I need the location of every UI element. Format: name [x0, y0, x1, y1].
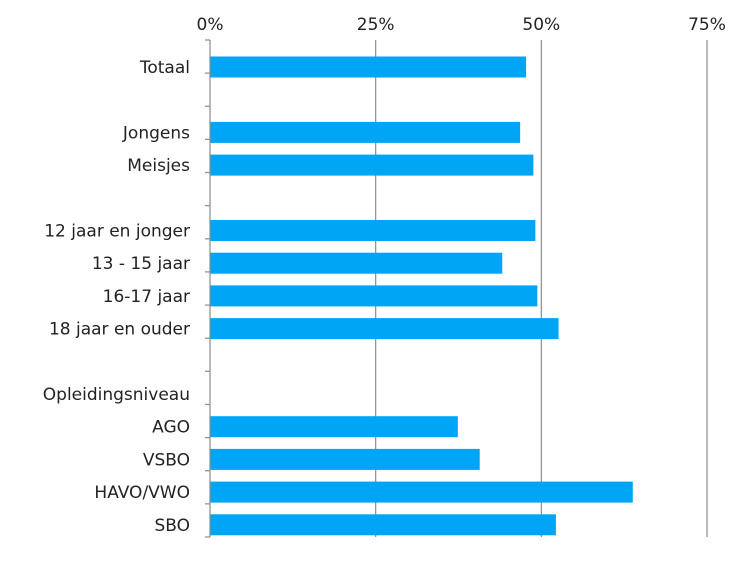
category-label: 18 jaar en ouder — [49, 320, 190, 340]
bars — [210, 56, 633, 536]
bar — [210, 481, 633, 503]
bar — [210, 154, 534, 176]
bar — [210, 252, 503, 274]
category-labels: Totaal Jongens Meisjes 12 jaar en jonger 13 … — [43, 58, 190, 536]
x-tick-label: 75% — [688, 15, 726, 35]
bar — [210, 448, 480, 470]
bar — [210, 121, 521, 143]
category-label: VSBO — [143, 450, 190, 470]
category-label: SBO — [154, 516, 190, 536]
x-tick-label: 25% — [357, 15, 395, 35]
category-label: 12 jaar en jonger — [44, 222, 190, 242]
bar — [210, 514, 556, 536]
category-label: 16-17 jaar — [103, 287, 190, 307]
x-tick-label: 50% — [522, 15, 560, 35]
category-label: Meisjes — [127, 156, 190, 176]
y-axis — [205, 39, 211, 538]
category-label: Opleidingsniveau — [43, 385, 190, 405]
x-tick-labels: 0% 25% 50% 75% — [197, 15, 726, 35]
bar — [210, 220, 536, 241]
category-label: 13 - 15 jaar — [92, 254, 190, 274]
category-label: AGO — [152, 418, 190, 438]
bar — [210, 318, 559, 340]
category-label: Jongens — [122, 123, 190, 143]
x-tick-label: 0% — [197, 15, 224, 35]
category-label: HAVO/VWO — [94, 483, 190, 503]
category-label: Totaal — [139, 58, 190, 78]
bar — [210, 56, 527, 78]
bar — [210, 416, 458, 438]
bar — [210, 285, 538, 307]
